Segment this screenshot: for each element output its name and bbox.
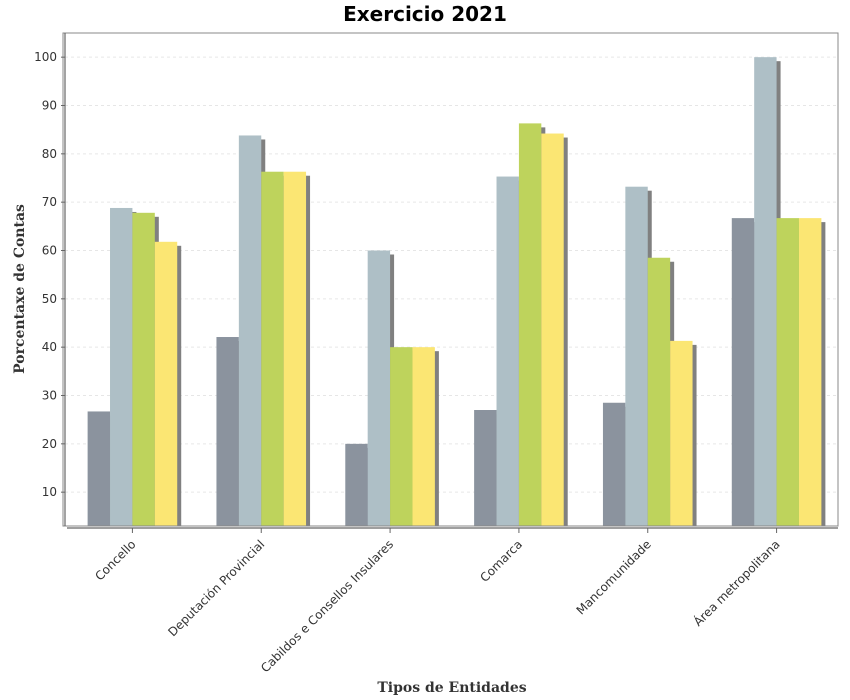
bar — [602, 402, 626, 526]
bar — [390, 347, 413, 526]
bar — [412, 347, 435, 526]
bar — [283, 171, 307, 526]
x-tick-label: Mancomunidade — [574, 537, 654, 617]
y-tick-labels: 10 20 30 40 50 60 70 80 90 100 — [34, 50, 65, 499]
bar — [798, 218, 822, 526]
bar — [87, 411, 111, 526]
bar — [647, 257, 671, 526]
bar — [216, 337, 239, 526]
y-tick-label: 90 — [42, 99, 57, 113]
y-tick-label: 70 — [42, 195, 57, 209]
y-tick-label: 30 — [42, 389, 57, 403]
bar — [496, 176, 519, 527]
grid-layer — [65, 56, 838, 493]
bars-layer — [87, 57, 826, 527]
bar — [518, 123, 542, 526]
plot-frame — [62, 32, 839, 527]
bar — [345, 443, 368, 526]
x-tick-label: Deputación Provincial — [165, 537, 267, 639]
y-tick-label: 60 — [42, 244, 57, 258]
x-axis-title: Tipos de Entidades — [377, 680, 526, 696]
x-tick-label: Cabildos e Consellos Insulares — [258, 537, 396, 675]
x-tick-label: Comarca — [477, 537, 525, 585]
bar — [132, 212, 155, 527]
y-tick-label: 20 — [42, 437, 57, 451]
x-tick-label: Área metropolitana — [690, 537, 783, 630]
y-tick-label: 50 — [42, 292, 57, 306]
bar — [731, 218, 755, 526]
bar — [670, 340, 693, 526]
bar — [154, 241, 178, 527]
bar — [367, 250, 391, 526]
y-tick-label: 40 — [42, 340, 57, 354]
y-tick-label: 100 — [34, 50, 57, 64]
bar — [776, 218, 799, 526]
x-tick-label: Concello — [92, 537, 138, 583]
bar — [238, 135, 262, 526]
bar — [754, 57, 777, 527]
chart-title: Exercicio 2021 — [343, 2, 507, 26]
bar — [474, 410, 497, 526]
bar — [541, 133, 564, 527]
bar — [261, 171, 284, 526]
bar — [110, 207, 133, 526]
y-tick-label: 80 — [42, 147, 57, 161]
bar — [625, 186, 648, 526]
y-tick-label: 10 — [42, 485, 57, 499]
y-axis-title: Porcentaxe de Contas — [12, 204, 28, 374]
